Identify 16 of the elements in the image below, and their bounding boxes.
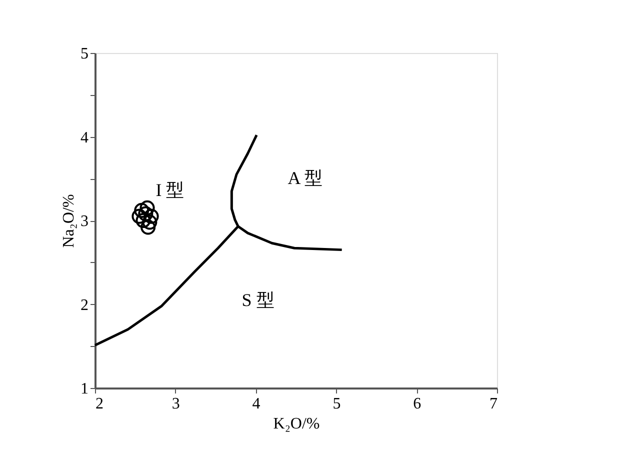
annotation: I 型 bbox=[156, 180, 184, 200]
x-tick-label: 7 bbox=[490, 396, 498, 412]
y-tick-label: 3 bbox=[80, 213, 88, 230]
y-axis-title: Na₂O/% bbox=[60, 194, 78, 248]
x-tick-label: 2 bbox=[96, 396, 104, 412]
y-tick-label: 5 bbox=[80, 46, 88, 62]
y-tick-label: 2 bbox=[80, 296, 88, 314]
x-tick-label: 4 bbox=[252, 396, 260, 412]
x-axis-title: K₂O/% bbox=[273, 416, 320, 432]
y-tick-label: 4 bbox=[80, 129, 88, 146]
annotation: S 型 bbox=[242, 290, 274, 310]
x-tick-label: 5 bbox=[332, 396, 341, 412]
y-tick-label: 1 bbox=[80, 380, 88, 398]
x-tick-label: 6 bbox=[413, 396, 422, 412]
x-tick-label: 3 bbox=[172, 396, 180, 412]
annotation: A 型 bbox=[288, 168, 322, 188]
